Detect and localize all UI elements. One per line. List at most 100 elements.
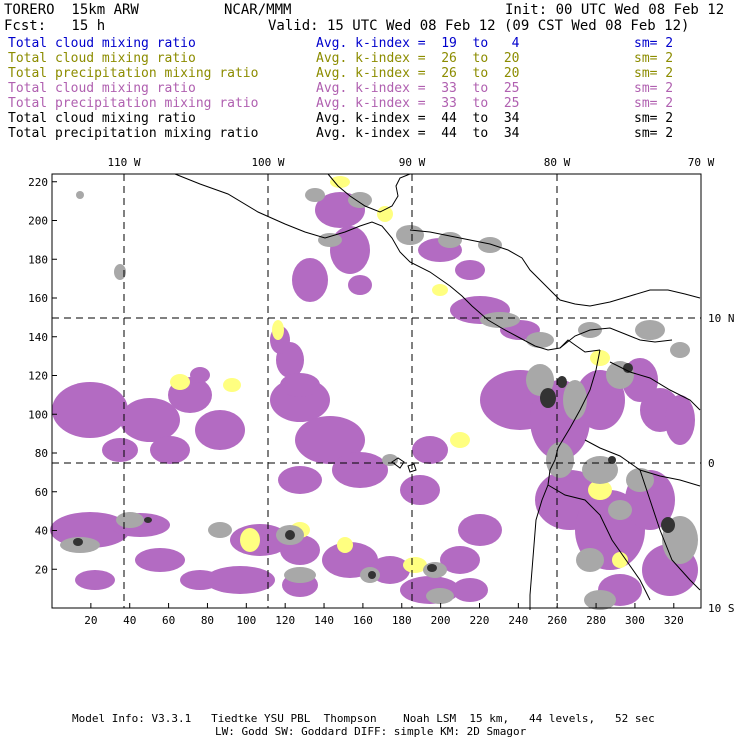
cloud-region — [292, 258, 328, 302]
lat-label: 10 S — [708, 602, 735, 615]
x-tick-label: 100 — [236, 614, 256, 627]
y-tick-label: 100 — [28, 408, 48, 421]
cloud-region — [120, 398, 180, 442]
legend-kindex-6: Avg. k-index = 44 to 34 — [316, 111, 520, 126]
precip-region — [240, 528, 260, 552]
precip-core — [368, 571, 376, 579]
valid-time: Valid: 15 UTC Wed 08 Feb 12 (09 CST Wed … — [268, 18, 690, 34]
lon-label: 70 W — [688, 156, 715, 169]
cloud-core — [426, 588, 454, 604]
border-line-2 — [639, 469, 701, 591]
x-tick-label: 280 — [586, 614, 606, 627]
panama-coastline — [559, 327, 673, 349]
lat-label: 0 — [708, 457, 715, 470]
legend-sm-6: sm= 2 — [634, 111, 674, 126]
y-tick-label: 20 — [35, 563, 48, 576]
cloud-region — [452, 578, 488, 602]
lon-label: 100 W — [251, 156, 284, 169]
cloud-region — [455, 260, 485, 280]
legend-kindex-4: Avg. k-index = 33 to 25 — [316, 81, 520, 96]
precip-region — [432, 284, 448, 296]
map-frame — [51, 173, 702, 609]
cloud-region — [135, 548, 185, 572]
cloud-core — [478, 237, 502, 253]
legend-field-1: Total cloud mixing ratio — [8, 36, 196, 51]
cloud-region — [370, 556, 410, 584]
legend-kindex-5: Avg. k-index = 33 to 25 — [316, 96, 520, 111]
precip-region — [377, 206, 393, 222]
precip-core — [661, 517, 675, 533]
cloud-region — [400, 475, 440, 505]
cloud-region — [52, 382, 128, 438]
cloud-region — [278, 466, 322, 494]
cloud-region — [102, 438, 138, 462]
legend-sm-7: sm= 2 — [634, 126, 674, 141]
x-tick-label: 40 — [123, 614, 136, 627]
x-tick-label: 60 — [162, 614, 175, 627]
center-name: NCAR/MMM — [224, 2, 292, 18]
andes-border — [609, 361, 701, 411]
precip-core — [623, 363, 633, 373]
x-tick-label: 200 — [431, 614, 451, 627]
border-line-3 — [547, 484, 651, 601]
cloud-core — [635, 320, 665, 340]
cloud-region — [150, 436, 190, 464]
cloud-region — [75, 570, 115, 590]
legend-sm-2: sm= 2 — [634, 51, 674, 66]
cloud-core — [526, 332, 554, 348]
x-tick-label: 220 — [470, 614, 490, 627]
legend-sm-1: sm= 2 — [634, 36, 674, 51]
coastlines — [174, 173, 701, 610]
y-tick-label: 120 — [28, 370, 48, 383]
cloud-region — [205, 566, 275, 594]
central-america-coastline — [174, 173, 601, 353]
cloud-core — [305, 188, 325, 202]
legend-kindex-3: Avg. k-index = 26 to 20 — [316, 66, 520, 81]
footer-model-info: Model Info: V3.3.1 Tiedtke YSU PBL Thomp… — [72, 712, 655, 725]
cloud-region — [180, 570, 220, 590]
model-name: TORERO 15km ARW — [4, 2, 139, 18]
legend-sm-4: sm= 2 — [634, 81, 674, 96]
cloud-core — [348, 192, 372, 208]
legend-sm-5: sm= 2 — [634, 96, 674, 111]
cloud-core — [608, 500, 632, 520]
cloud-core — [526, 364, 554, 396]
cloud-core — [208, 522, 232, 538]
precip-core — [144, 517, 152, 523]
cloud-region — [330, 226, 370, 274]
precip-region — [450, 432, 470, 448]
cloud-core — [318, 233, 342, 247]
x-tick-label: 80 — [201, 614, 214, 627]
cloud-core — [116, 512, 144, 528]
x-tick-label: 240 — [508, 614, 528, 627]
cloud-region — [295, 416, 365, 464]
cloud-region — [195, 410, 245, 450]
x-tick-label: 20 — [84, 614, 97, 627]
cloud-region — [348, 275, 372, 295]
cloud-core — [626, 468, 654, 492]
precip-region — [612, 552, 628, 568]
south-america-west-coastline — [529, 349, 601, 610]
y-tick-label: 80 — [35, 447, 48, 460]
lat-lon-grid — [52, 174, 701, 608]
y-tick-label: 140 — [28, 331, 48, 344]
y-axis-ticks: 20 40 60 80 100 120 140 160 180 200 220 — [28, 176, 57, 576]
cloud-region — [190, 367, 210, 383]
cloud-core — [546, 442, 574, 478]
cloud-core — [438, 232, 462, 248]
precip-core — [73, 538, 83, 546]
cloud-core — [114, 264, 126, 280]
legend-field-3: Total precipitation mixing ratio — [8, 66, 259, 81]
cloud-region — [458, 514, 502, 546]
cloud-core — [76, 191, 84, 199]
y-tick-label: 200 — [28, 215, 48, 228]
precip-region — [590, 350, 610, 366]
precip-core — [608, 456, 616, 464]
y-tick-label: 40 — [35, 525, 48, 538]
cloud-core — [563, 380, 587, 420]
x-axis-ticks: 20 40 60 80 100 120 140 160 180 200 220 240 260 280 30… — [84, 603, 684, 627]
gulf-coastline — [327, 173, 411, 213]
x-tick-label: 120 — [275, 614, 295, 627]
init-time: Init: 00 UTC Wed 08 Feb 12 — [505, 2, 725, 18]
